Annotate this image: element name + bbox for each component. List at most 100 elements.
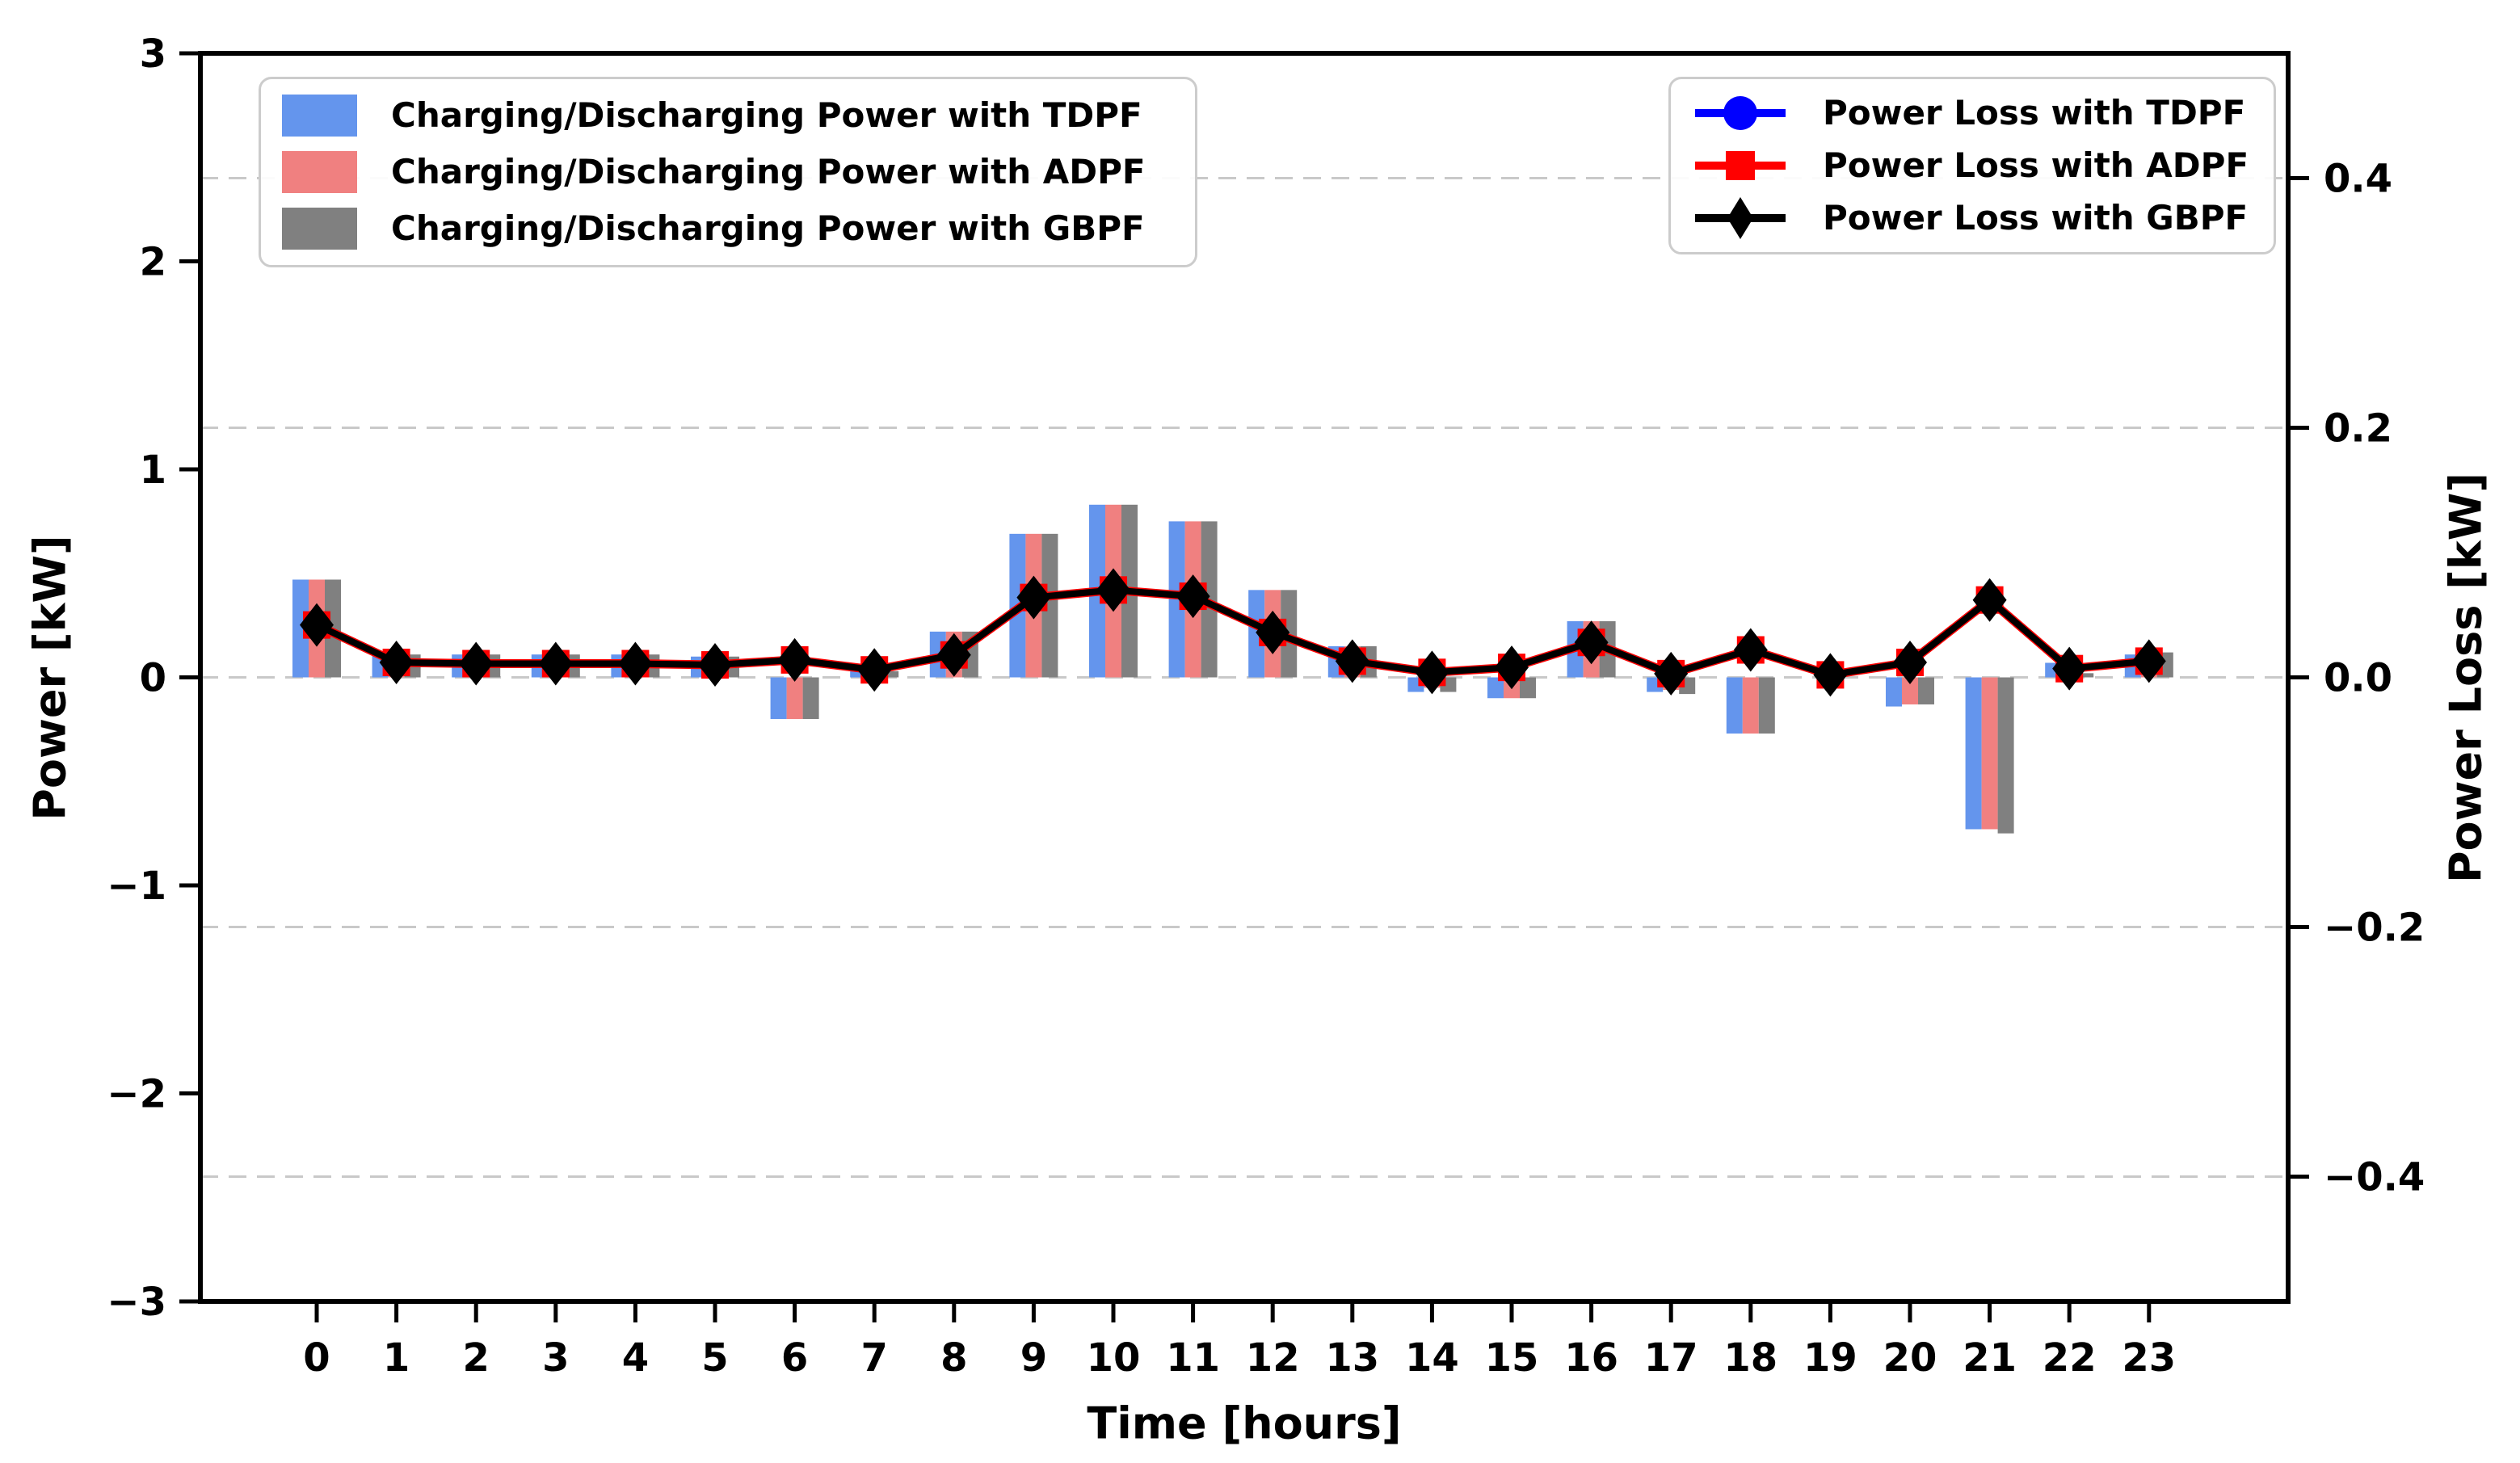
legend-label: Charging/Discharging Power with ADPF — [391, 152, 1146, 191]
marker-diamond-gbpf-h0 — [300, 603, 334, 647]
x-tick-label: 9 — [1020, 1335, 1047, 1381]
bar-adpf-hour-21 — [1981, 677, 1998, 830]
legend-item-gbpf-loss: Power Loss with GBPF — [1692, 195, 2253, 241]
y-right-tick-label: −0.4 — [2324, 1155, 2425, 1200]
bar-gbpf-hour-6 — [802, 677, 819, 719]
marker-diamond-gbpf-h21 — [1972, 578, 2007, 622]
marker-diamond-gbpf-h9 — [1016, 575, 1051, 620]
bar-adpf-hour-18 — [1742, 677, 1759, 734]
y-left-tick-label: −3 — [107, 1280, 166, 1325]
marker-diamond-gbpf-h8 — [936, 633, 971, 677]
marker-diamond-gbpf-h22 — [2052, 646, 2087, 691]
x-tick-label: 12 — [1246, 1335, 1300, 1381]
bar-tdpf-hour-20 — [1886, 677, 1902, 707]
marker-diamond-gbpf-h4 — [618, 641, 653, 686]
bar-tdpf-hour-12 — [1248, 590, 1265, 678]
x-tick-label: 17 — [1644, 1335, 1698, 1381]
marker-diamond-gbpf-h6 — [777, 637, 812, 682]
y-right-tick-label: −0.2 — [2324, 906, 2425, 951]
bar-gbpf-hour-7 — [882, 671, 899, 678]
bar-gbpf-hour-21 — [1997, 677, 2014, 834]
bar-gbpf-hour-15 — [1520, 677, 1536, 699]
power-loss-line-gbpf — [315, 586, 2150, 679]
y-axis-label-right: Power Loss [kW] — [2440, 472, 2492, 884]
x-tick-label: 20 — [1883, 1335, 1937, 1381]
line-square-marker-icon — [1695, 150, 1786, 180]
x-tick-label: 3 — [542, 1335, 569, 1381]
y-left-tick-label: −2 — [107, 1072, 166, 1117]
x-tick-label: 14 — [1405, 1335, 1459, 1381]
x-tick-label: 1 — [383, 1335, 410, 1381]
bar-gbpf-hour-9 — [1041, 533, 1058, 678]
y-left-tick-label: 1 — [140, 448, 166, 493]
x-tick-label: 21 — [1963, 1335, 2017, 1381]
x-tick-label: 15 — [1485, 1335, 1539, 1381]
bar-adpf-hour-20 — [1902, 677, 1918, 704]
x-tick-label: 0 — [303, 1335, 330, 1381]
x-tick-label: 18 — [1723, 1335, 1777, 1381]
marker-diamond-gbpf-h1 — [379, 640, 414, 684]
marker-diamond-gbpf-h16 — [1574, 620, 1609, 665]
line-circle-marker-icon — [1695, 96, 1786, 131]
swatch-icon-adpf — [282, 151, 357, 193]
y-left-tick-label: 3 — [140, 32, 166, 77]
legend-label: Charging/Discharging Power with TDPF — [391, 95, 1142, 135]
x-tick-label: 16 — [1564, 1335, 1618, 1381]
x-tick-label: 6 — [781, 1335, 808, 1381]
y-right-tick-label: 0.0 — [2324, 656, 2392, 701]
bar-tdpf-hour-18 — [1726, 677, 1743, 734]
legend-item-adpf-loss: Power Loss with ADPF — [1692, 143, 2253, 188]
marker-diamond-gbpf-h7 — [857, 648, 892, 692]
legend-label: Power Loss with GBPF — [1823, 197, 2249, 238]
marker-diamond-gbpf-h19 — [1813, 653, 1848, 697]
marker-diamond-gbpf-h18 — [1733, 628, 1768, 672]
x-tick-label: 8 — [940, 1335, 967, 1381]
bar-tdpf-hour-15 — [1487, 677, 1504, 699]
legend-label: Charging/Discharging Power with GBPF — [391, 208, 1145, 248]
bar-gbpf-hour-20 — [1918, 677, 1934, 704]
y-left-tick-label: 0 — [140, 656, 166, 701]
bar-tdpf-hour-21 — [1965, 677, 1982, 830]
legend-item-tdpf-loss: Power Loss with TDPF — [1692, 90, 2253, 136]
marker-diamond-gbpf-h20 — [1893, 640, 1927, 684]
y-left-tick-label: 2 — [140, 240, 166, 285]
line-diamond-marker-icon — [1695, 196, 1786, 239]
marker-diamond-gbpf-h10 — [1096, 568, 1130, 612]
legend-label: Power Loss with ADPF — [1823, 145, 2249, 185]
bar-adpf-hour-6 — [786, 677, 803, 719]
x-tick-label: 2 — [462, 1335, 489, 1381]
bar-gbpf-hour-18 — [1758, 677, 1775, 734]
x-tick-label: 23 — [2122, 1335, 2176, 1381]
legend-item-gbpf-bars: Charging/Discharging Power with GBPF — [282, 208, 1174, 250]
legend-label: Power Loss with TDPF — [1823, 93, 2246, 133]
bar-tdpf-hour-6 — [770, 677, 787, 719]
legend-item-adpf-bars: Charging/Discharging Power with ADPF — [282, 151, 1174, 193]
x-tick-label: 7 — [860, 1335, 887, 1381]
bar-gbpf-hour-22 — [2077, 673, 2094, 678]
y-right-tick-label: 0.2 — [2324, 406, 2392, 452]
marker-diamond-gbpf-h23 — [2131, 639, 2166, 683]
swatch-icon-gbpf — [282, 208, 357, 250]
legend-item-tdpf-bars: Charging/Discharging Power with TDPF — [282, 95, 1174, 137]
marker-diamond-gbpf-h12 — [1256, 610, 1290, 654]
bar-tdpf-hour-7 — [850, 671, 867, 678]
marker-diamond-gbpf-h11 — [1176, 574, 1210, 619]
x-axis-label: Time [hours] — [1087, 1398, 1402, 1449]
x-tick-label: 22 — [2043, 1335, 2097, 1381]
x-tick-label: 11 — [1166, 1335, 1220, 1381]
marker-diamond-gbpf-h5 — [698, 643, 732, 687]
marker-diamond-gbpf-h3 — [538, 641, 573, 686]
x-tick-label: 19 — [1803, 1335, 1857, 1381]
marker-diamond-gbpf-h2 — [459, 641, 494, 686]
x-tick-label: 5 — [701, 1335, 728, 1381]
x-tick-label: 4 — [622, 1335, 649, 1381]
swatch-icon-tdpf — [282, 95, 357, 137]
marker-diamond-gbpf-h14 — [1415, 650, 1449, 695]
marker-diamond-gbpf-h13 — [1335, 639, 1369, 683]
x-tick-label: 10 — [1087, 1335, 1141, 1381]
legend-line-series: Power Loss with TDPF Power Loss with ADP… — [1668, 77, 2276, 254]
y-left-tick-label: −1 — [107, 864, 166, 909]
marker-diamond-gbpf-h17 — [1654, 651, 1689, 696]
